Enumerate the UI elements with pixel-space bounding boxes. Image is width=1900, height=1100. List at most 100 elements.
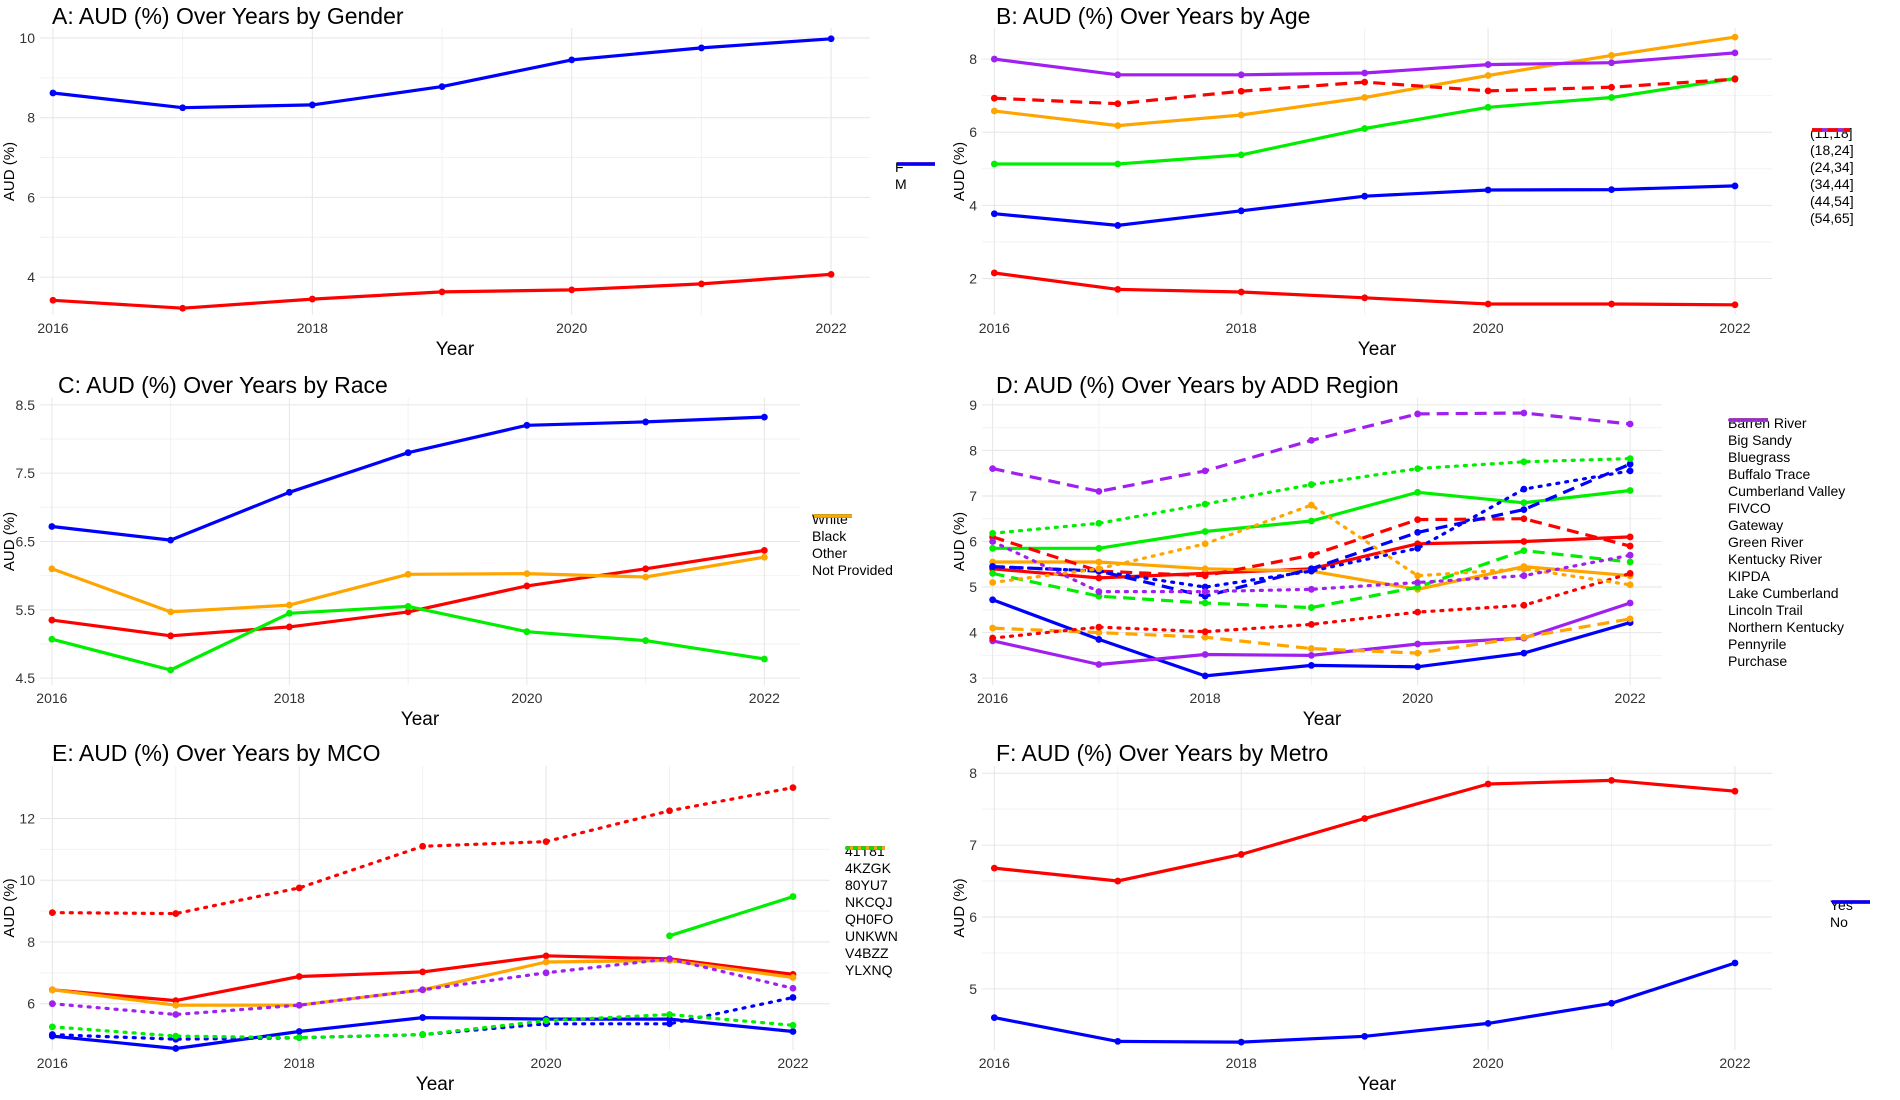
data-point [1237, 87, 1245, 95]
legend-label: QH0FO [845, 910, 894, 927]
data-point [760, 655, 768, 663]
x-tick-label: 2018 [1226, 320, 1257, 336]
y-tick-label: 8 [969, 765, 977, 781]
legend-label: Buffalo Trace [1728, 465, 1811, 482]
series-line [669, 895, 794, 938]
x-tick-label: 2016 [977, 690, 1008, 706]
data-point [760, 413, 768, 421]
legend-item: FIVCO [1728, 418, 1845, 516]
data-point [172, 1032, 180, 1040]
legend-item: YLXNQ [845, 846, 898, 978]
data-point [308, 101, 316, 109]
data-point [523, 582, 531, 590]
data-point [1484, 72, 1492, 79]
data-point [1520, 565, 1528, 573]
legend: White Black Other Not Provided [812, 510, 893, 578]
legend-label: UNKWN [845, 927, 898, 944]
data-point [1114, 1037, 1122, 1045]
y-axis-label: AUD (%) [951, 878, 968, 937]
legend-label: Gateway [1728, 516, 1784, 533]
data-point [1201, 588, 1209, 596]
x-tick-label: 2018 [1226, 1055, 1257, 1071]
data-point [989, 563, 997, 570]
series-big-sandy [989, 596, 1634, 680]
series-f [49, 270, 835, 312]
data-point [989, 529, 997, 537]
data-point [1520, 515, 1528, 523]
data-point [542, 952, 550, 960]
data-point [1201, 651, 1209, 658]
data-point [167, 608, 175, 616]
legend-item: Northern Kentucky [1728, 418, 1845, 635]
legend-label: KIPDA [1728, 567, 1771, 584]
data-point [1626, 455, 1634, 462]
data-point [1484, 186, 1492, 194]
series-black [48, 413, 768, 544]
chart-title: C: AUD (%) Over Years by Race [58, 372, 388, 398]
legend-item: Purchase [1728, 418, 1845, 669]
legend-label: FIVCO [1728, 499, 1771, 516]
data-point [568, 56, 576, 64]
y-tick-label: 9 [969, 397, 977, 413]
legend: Yes No [1830, 896, 1870, 930]
data-point [1520, 649, 1528, 657]
series-white [48, 546, 768, 640]
data-point [1626, 542, 1634, 550]
data-point [1307, 567, 1315, 575]
data-point [1307, 481, 1315, 488]
x-tick-label: 2016 [36, 690, 67, 706]
data-point [1626, 467, 1634, 475]
data-point [48, 1023, 56, 1031]
series-lake-cumberland [989, 569, 1634, 642]
gridlines [982, 766, 1772, 1050]
data-point [1237, 71, 1245, 79]
legend-label: 4KZGK [845, 859, 891, 876]
data-point [1731, 787, 1739, 795]
data-point [308, 295, 316, 303]
data-point [1608, 52, 1615, 59]
y-tick-label: 8 [969, 51, 977, 67]
y-tick-label: 2 [969, 270, 977, 286]
data-point [1414, 410, 1422, 418]
data-point [1520, 485, 1528, 493]
legend-item: UNKWN [845, 846, 898, 944]
data-point [1414, 640, 1422, 648]
x-axis-label: Year [1303, 709, 1342, 730]
legend-item: (34,44] [1810, 128, 1854, 192]
data-point [1201, 599, 1209, 607]
data-point [1520, 601, 1528, 609]
legend-item: Not Provided [812, 514, 893, 578]
legend-item: 80YU7 [845, 846, 898, 893]
data-point [1626, 569, 1634, 577]
series-bluegrass [989, 487, 1634, 552]
data-point [1414, 572, 1422, 580]
data-point [1114, 222, 1122, 229]
data-point [1520, 633, 1528, 641]
gridlines [40, 398, 800, 685]
data-point [1626, 533, 1634, 541]
y-tick-label: 8 [969, 442, 977, 458]
data-point [1201, 467, 1209, 475]
y-axis-label: AUD (%) [1, 878, 18, 937]
y-tick-label: 6 [969, 534, 977, 550]
x-tick-label: 2022 [777, 1055, 808, 1071]
data-point [404, 608, 412, 616]
data-point [989, 596, 997, 604]
series-lincoln-trail [989, 467, 1634, 591]
legend-label: Kentucky River [1728, 550, 1823, 567]
y-tick-label: 4.5 [16, 670, 36, 686]
data-point [172, 1045, 180, 1052]
data-point [666, 1011, 673, 1018]
legend-label: YLXNQ [845, 961, 893, 978]
data-point [1414, 608, 1422, 616]
data-point [542, 958, 550, 966]
data-point [419, 1014, 427, 1021]
y-axis-label: AUD (%) [1, 142, 18, 201]
y-tick-label: 6 [969, 909, 977, 925]
x-tick-label: 2016 [979, 1055, 1010, 1071]
data-point [989, 634, 997, 642]
legend-key [897, 162, 935, 166]
data-point [179, 104, 187, 112]
data-point [642, 637, 650, 644]
data-point [1361, 69, 1369, 77]
